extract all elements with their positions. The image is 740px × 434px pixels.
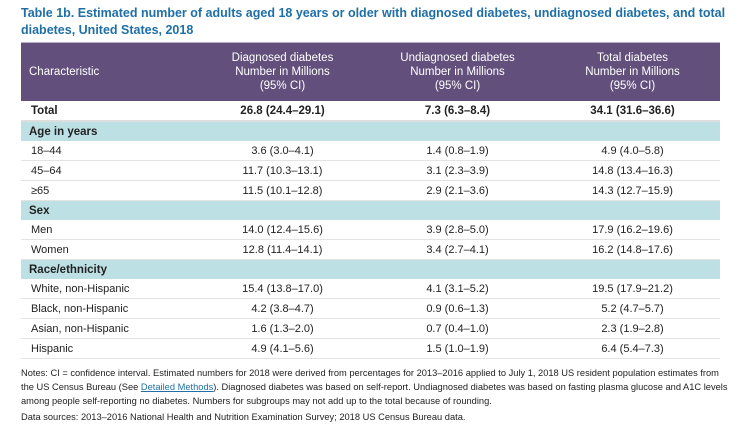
section-label: Sex — [21, 200, 720, 220]
row-label: Women — [21, 239, 195, 260]
table-row: White, non-Hispanic 15.4 (13.8–17.0) 4.1 (… — [21, 279, 720, 299]
total-cell: 34.1 (31.6–36.6) — [545, 101, 720, 122]
total-cell: 2.3 (1.9–2.8) — [545, 318, 720, 339]
undiagnosed-cell: 2.9 (2.1–3.6) — [370, 180, 545, 201]
header-characteristic: Characteristic — [21, 42, 195, 101]
row-label: Black, non-Hispanic — [21, 298, 195, 319]
row-label: 45–64 — [21, 160, 195, 181]
diabetes-table: Characteristic Diagnosed diabetes Number … — [21, 42, 720, 359]
diagnosed-cell: 4.9 (4.1–5.6) — [195, 338, 370, 359]
diagnosed-cell: 11.5 (10.1–12.8) — [195, 180, 370, 201]
table-row: Black, non-Hispanic 4.2 (3.8–4.7) 0.9 (0.6… — [21, 298, 720, 319]
row-label: Total — [21, 101, 195, 122]
table-row: Hispanic 4.9 (4.1–5.6) 1.5 (1.0–1.9) 6.4 (5… — [21, 338, 720, 359]
undiagnosed-cell: 1.4 (0.8–1.9) — [370, 141, 545, 161]
undiagnosed-cell: 3.9 (2.8–5.0) — [370, 220, 545, 240]
table-row: ≥65 11.5 (10.1–12.8) 2.9 (2.1–3.6) 14.3 (12… — [21, 180, 720, 201]
undiagnosed-cell: 3.1 (2.3–3.9) — [370, 160, 545, 181]
table-title: Table 1b. Estimated number of adults age… — [21, 6, 726, 37]
undiagnosed-cell: 0.7 (0.4–1.0) — [370, 318, 545, 339]
table-row: 45–64 11.7 (10.3–13.1) 3.1 (2.3–3.9) 14.8 (… — [21, 160, 720, 181]
diagnosed-cell: 26.8 (24.4–29.1) — [195, 101, 370, 122]
table-row: Women 12.8 (11.4–14.1) 3.4 (2.7–4.1) 16.2 (… — [21, 239, 720, 260]
undiagnosed-cell: 3.4 (2.7–4.1) — [370, 239, 545, 260]
row-label: White, non-Hispanic — [21, 279, 195, 299]
section-row: Sex — [21, 200, 720, 220]
table-row: Men 14.0 (12.4–15.6) 3.9 (2.8–5.0) 17.9 (16… — [21, 220, 720, 240]
header-total: Total diabetes Number in Millions (95% CI) — [545, 42, 720, 101]
undiagnosed-cell: 0.9 (0.6–1.3) — [370, 298, 545, 319]
total-cell: 19.5 (17.9–21.2) — [545, 279, 720, 299]
notes: Notes: CI = confidence interval. Estimat… — [21, 366, 733, 424]
undiagnosed-cell: 4.1 (3.1–5.2) — [370, 279, 545, 299]
diagnosed-cell: 12.8 (11.4–14.1) — [195, 239, 370, 260]
diagnosed-cell: 1.6 (1.3–2.0) — [195, 318, 370, 339]
row-label: Hispanic — [21, 338, 195, 359]
table-row: Asian, non-Hispanic 1.6 (1.3–2.0) 0.7 (0.4… — [21, 318, 720, 339]
notes-text-cont: ). Diagnosed diabetes was based on self-… — [21, 382, 728, 406]
table-row: 18–44 3.6 (3.0–4.1) 1.4 (0.8–1.9) 4.9 (4.0–… — [21, 141, 720, 161]
detailed-methods-link[interactable]: Detailed Methods — [140, 382, 214, 392]
total-row: Total 26.8 (24.4–29.1) 7.3 (6.3–8.4) 34.… — [21, 101, 720, 122]
total-cell: 14.8 (13.4–16.3) — [545, 160, 720, 181]
undiagnosed-cell: 7.3 (6.3–8.4) — [370, 101, 545, 122]
total-cell: 6.4 (5.4–7.3) — [545, 338, 720, 359]
total-cell: 14.3 (12.7–15.9) — [545, 180, 720, 201]
undiagnosed-cell: 1.5 (1.0–1.9) — [370, 338, 545, 359]
notes-text: Notes: CI = confidence interval. Estimat… — [21, 368, 719, 392]
diagnosed-cell: 15.4 (13.8–17.0) — [195, 279, 370, 299]
diagnosed-cell: 3.6 (3.0–4.1) — [195, 141, 370, 161]
diagnosed-cell: 11.7 (10.3–13.1) — [195, 160, 370, 181]
total-cell: 4.9 (4.0–5.8) — [545, 141, 720, 161]
row-label: ≥65 — [21, 180, 195, 201]
section-label: Age in years — [21, 121, 720, 141]
total-cell: 16.2 (14.8–17.6) — [545, 239, 720, 260]
section-row: Age in years — [21, 121, 720, 141]
total-cell: 17.9 (16.2–19.6) — [545, 220, 720, 240]
data-sources: Data sources: 2013–2016 National Health … — [21, 412, 466, 422]
diagnosed-cell: 14.0 (12.4–15.6) — [195, 220, 370, 240]
row-label: 18–44 — [21, 141, 195, 161]
section-row: Race/ethnicity — [21, 259, 720, 279]
header-undiagnosed: Undiagnosed diabetes Number in Millions (9… — [370, 42, 545, 101]
total-cell: 5.2 (4.7–5.7) — [545, 298, 720, 319]
diagnosed-cell: 4.2 (3.8–4.7) — [195, 298, 370, 319]
header-row: Characteristic Diagnosed diabetes Number … — [21, 42, 720, 101]
section-label: Race/ethnicity — [21, 259, 720, 279]
row-label: Asian, non-Hispanic — [21, 318, 195, 339]
header-diagnosed: Diagnosed diabetes Number in Millions (95%… — [195, 42, 370, 101]
row-label: Men — [21, 220, 195, 240]
